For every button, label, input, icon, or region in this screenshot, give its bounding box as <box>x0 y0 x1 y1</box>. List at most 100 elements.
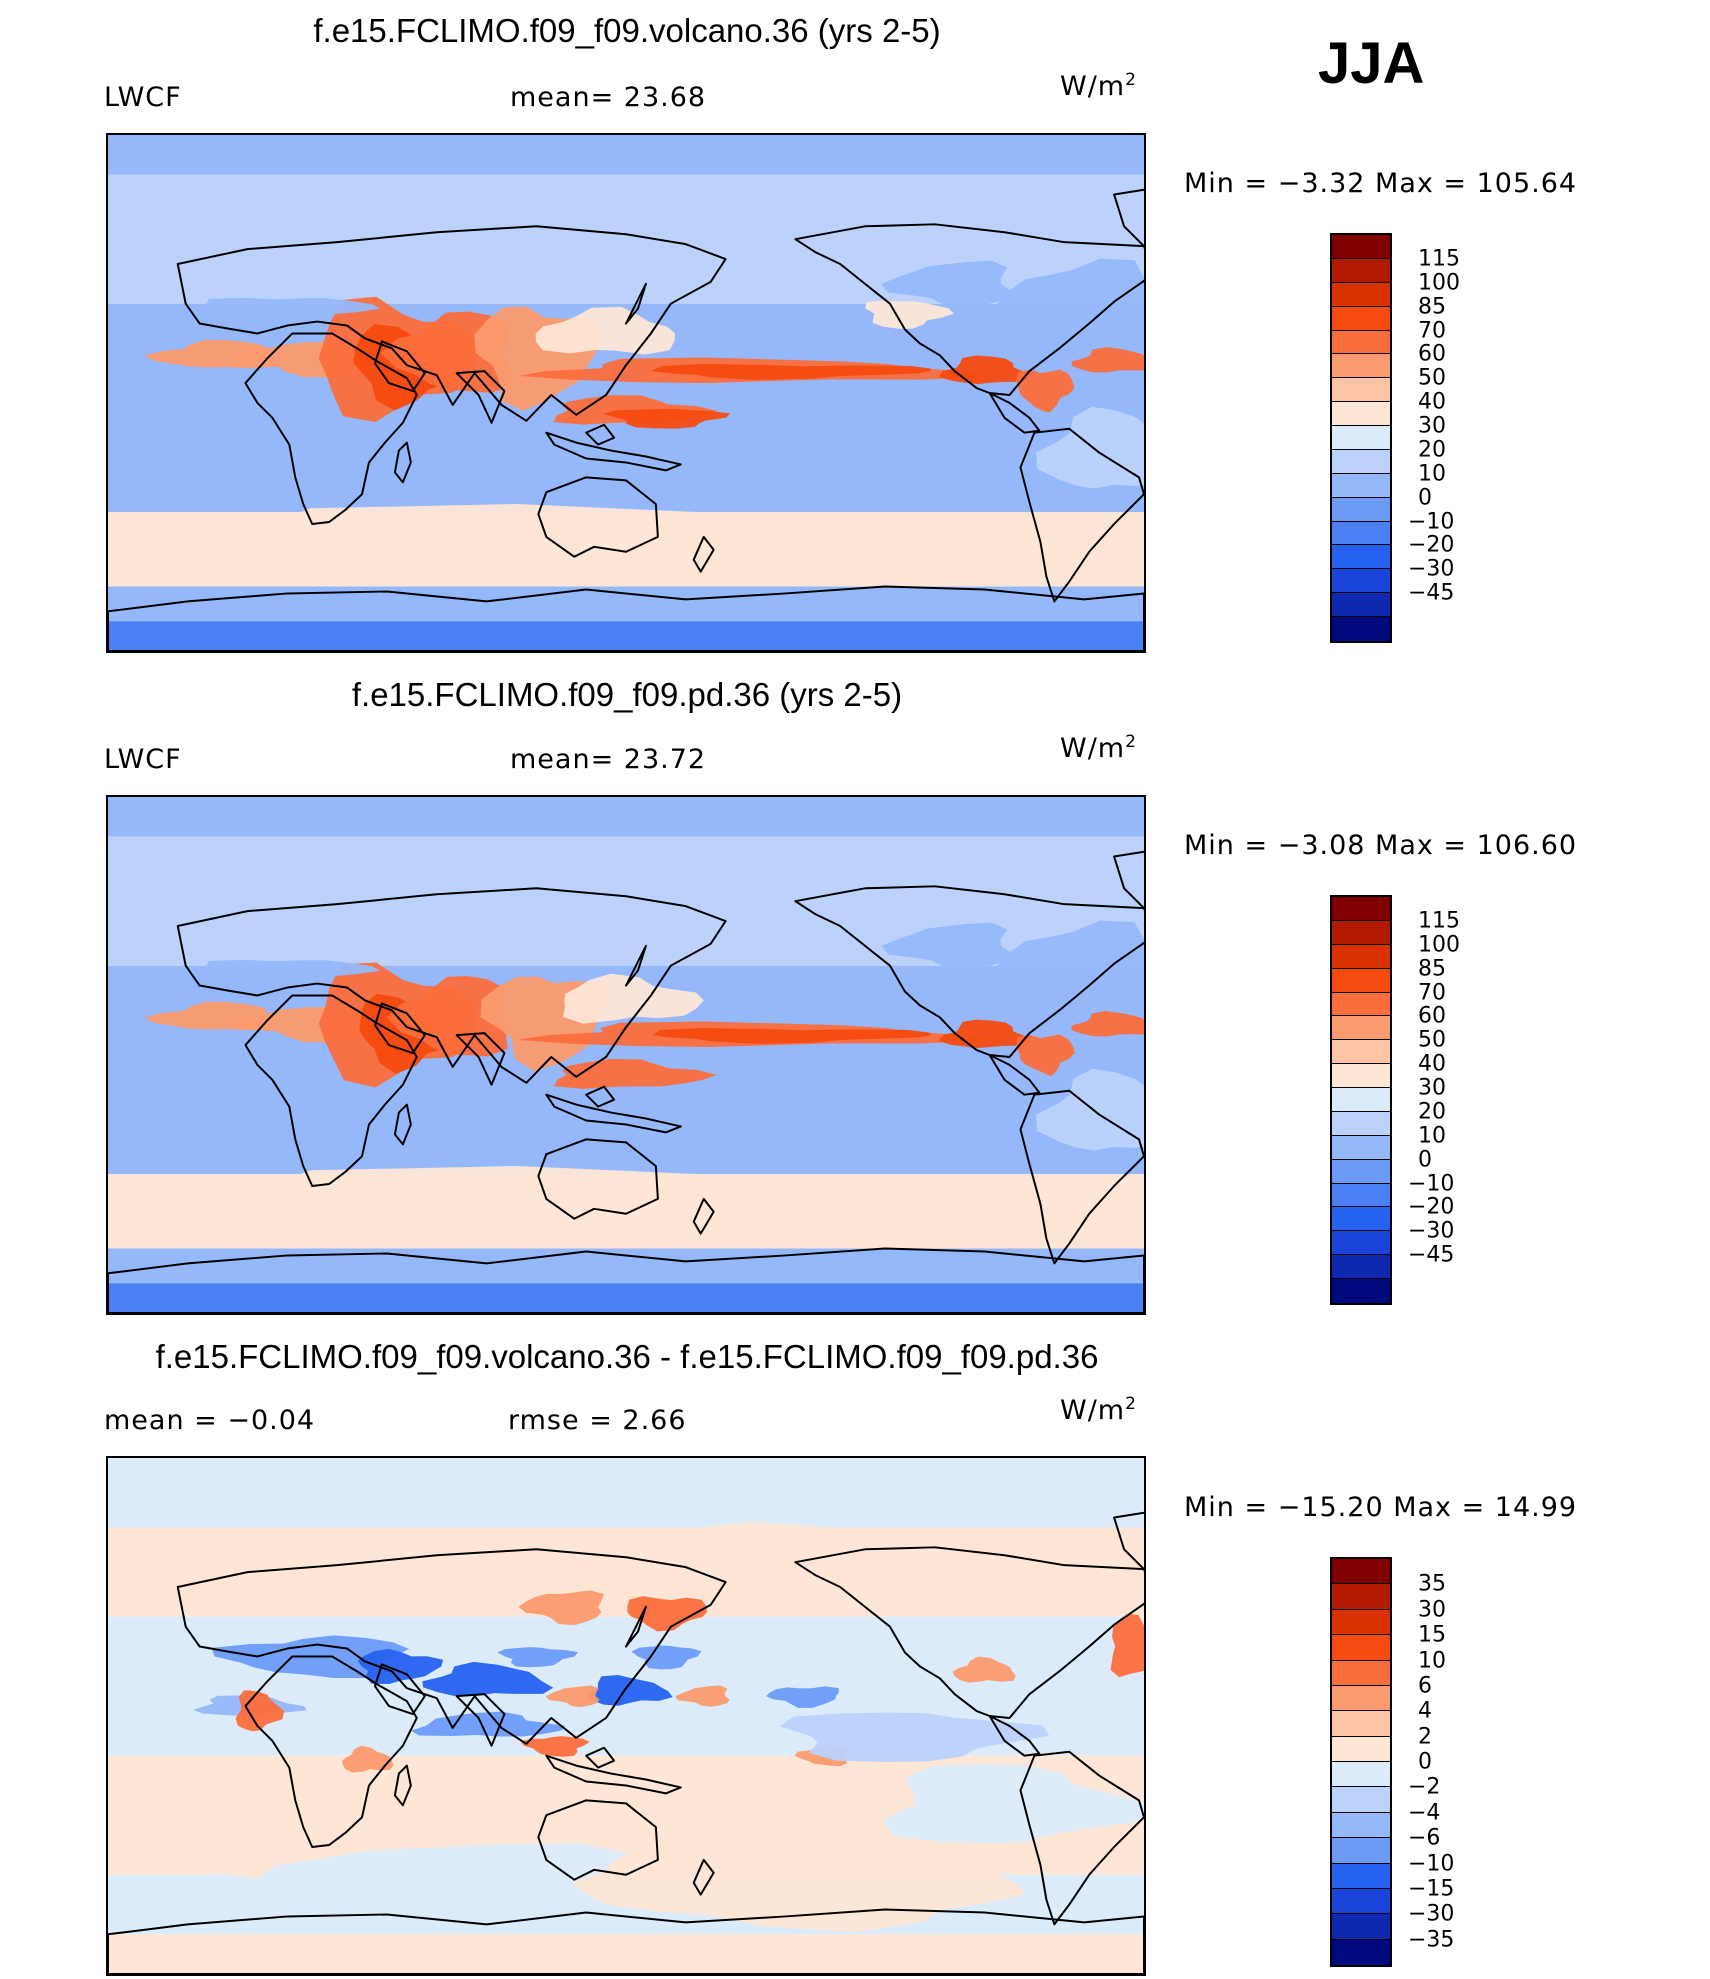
field-contour <box>675 1685 730 1707</box>
field-contour <box>562 973 704 1024</box>
colorbar-tick-label: −30 <box>1408 1901 1455 1927</box>
field-band <box>108 1248 1144 1284</box>
colorbar-tick-label: 2 <box>1418 1724 1432 1750</box>
field-band <box>108 135 1144 175</box>
field-contour <box>452 1090 892 1139</box>
colorbar-tick-label: −2 <box>1408 1774 1441 1800</box>
field-contour <box>545 1685 600 1708</box>
colorbar-tick-label: 100 <box>1418 932 1460 958</box>
coastline <box>393 1764 412 1807</box>
coastline <box>988 392 1041 434</box>
colorbar-tick-label: −6 <box>1408 1825 1441 1851</box>
colorbar-swatch <box>1332 1838 1390 1864</box>
field-contour <box>111 503 1144 576</box>
coastline <box>244 332 418 525</box>
field-contour <box>631 1645 702 1670</box>
coastline <box>108 1247 1144 1313</box>
colorbar-swatch <box>1332 1040 1390 1065</box>
colorbar-swatch <box>1332 1088 1390 1112</box>
field-contour <box>883 1763 1144 1844</box>
field-contour <box>166 1051 310 1129</box>
colorbar-swatch <box>1332 1888 1390 1915</box>
field-band <box>108 586 1144 622</box>
colorbar-swatch <box>1332 545 1390 570</box>
field-contour <box>881 922 1013 970</box>
colorbar-swatch <box>1332 354 1390 379</box>
coastline <box>393 1103 412 1146</box>
coastline <box>373 1002 426 1055</box>
colorbar-swatch <box>1332 897 1390 921</box>
colorbar-tick-label: 115 <box>1418 908 1460 934</box>
map-pd <box>106 795 1146 1315</box>
season-label: JJA <box>1318 31 1425 96</box>
mean-label-volcano: mean= 23.68 <box>510 82 707 113</box>
colorbar-swatch <box>1332 258 1390 283</box>
colorbar-tick-label: 85 <box>1418 294 1446 320</box>
field-contour <box>602 408 731 429</box>
colorbar-tick-label: −30 <box>1408 556 1455 582</box>
coastline <box>176 225 727 422</box>
colorbar-tick-label: 50 <box>1418 1027 1446 1053</box>
field-contour <box>881 260 1013 308</box>
colorbar-tick-label: 20 <box>1418 1099 1446 1125</box>
colorbar-swatch <box>1332 426 1390 450</box>
field-band <box>108 1934 1144 1974</box>
field-contour <box>993 258 1144 349</box>
colorbar-swatch <box>1332 235 1390 259</box>
colorbar-swatch <box>1332 1279 1390 1303</box>
coastline <box>455 1693 506 1747</box>
colorbar-swatch <box>1332 992 1390 1017</box>
field-contour <box>518 1590 604 1626</box>
map-field <box>108 135 1144 651</box>
colorbar-tick-label: 70 <box>1418 318 1446 344</box>
field-contour <box>1071 346 1144 373</box>
coastline <box>692 1197 715 1235</box>
field-band <box>108 1283 1144 1313</box>
coastline <box>545 1093 682 1134</box>
coastline <box>537 476 659 558</box>
field-contour <box>341 1745 394 1773</box>
colorbar-swatch <box>1332 569 1390 594</box>
colorbar-tick-label: 60 <box>1418 1003 1446 1029</box>
field-contour <box>1036 406 1144 489</box>
field-contour <box>452 428 892 477</box>
colorbar-tick-label: 115 <box>1418 246 1460 272</box>
field-contour <box>627 1596 708 1632</box>
colorbar-tick-label: 0 <box>1418 485 1432 511</box>
colorbar-swatch <box>1332 306 1390 331</box>
field-contour <box>865 300 955 329</box>
field-contour <box>111 1165 1144 1238</box>
colorbar-swatch <box>1332 1939 1390 1965</box>
coastline <box>794 223 1144 396</box>
colorbar-tick-label: −45 <box>1408 1242 1455 1268</box>
mean-label-pd: mean= 23.72 <box>510 744 707 775</box>
coastline <box>1113 850 1144 910</box>
field-contour <box>553 1058 717 1089</box>
colorbar-tick-label: 40 <box>1418 1051 1446 1077</box>
field-contour <box>651 364 931 380</box>
colorbar-tick-label: 10 <box>1418 461 1446 487</box>
colorbar-swatch <box>1332 944 1390 969</box>
colorbar-tick-label: −45 <box>1408 580 1455 606</box>
coastline <box>692 1858 715 1896</box>
coastline <box>176 887 727 1084</box>
minmax-volcano: Min = −3.32 Max = 105.64 <box>1184 168 1578 199</box>
colorbar-swatch <box>1332 1762 1390 1788</box>
minmax-pd: Min = −3.08 Max = 106.60 <box>1184 830 1578 861</box>
diff-rmse-label: rmse = 2.66 <box>508 1405 687 1436</box>
colorbar-tick-label: 40 <box>1418 389 1446 415</box>
colorbar-swatch <box>1332 1609 1390 1636</box>
coastline <box>537 1138 659 1220</box>
coastline <box>244 1655 418 1848</box>
colorbar-tick-label: −10 <box>1408 509 1455 535</box>
colorbar-tick-label: 85 <box>1418 956 1446 982</box>
colorbar-swatch <box>1332 402 1390 426</box>
field-contour <box>114 1788 280 1879</box>
field-contour <box>520 1736 590 1757</box>
colorbar-diff <box>1330 1557 1392 1967</box>
colorbar-tick-label: 15 <box>1418 1622 1446 1648</box>
colorbar-swatch <box>1332 1207 1390 1232</box>
colorbar-tick-label: −10 <box>1408 1171 1455 1197</box>
coastline <box>1019 427 1144 603</box>
colorbar-swatch <box>1332 1584 1390 1610</box>
